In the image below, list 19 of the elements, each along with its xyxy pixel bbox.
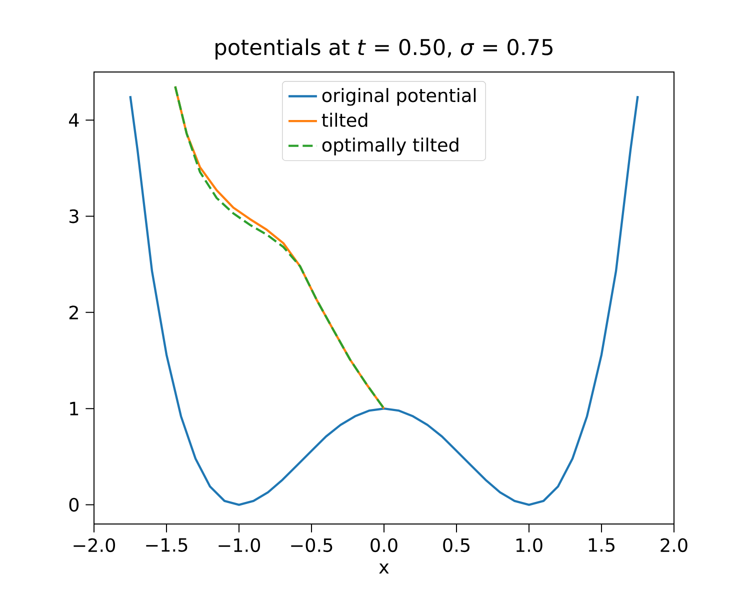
x-tick-label: 1.5 — [588, 538, 614, 552]
y-tick-label: 1 — [70, 402, 78, 416]
legend-label: optimally tilted — [322, 138, 458, 156]
y-tick-label: 4 — [69, 113, 79, 127]
x-tick-label: −1.0 — [218, 538, 260, 552]
legend-label: tilted — [322, 112, 368, 128]
x-axis-title: x — [379, 564, 389, 574]
x-tick-label: −2.0 — [74, 538, 116, 552]
y-tick-label: 0 — [69, 498, 79, 512]
x-tick-label: 1.0 — [516, 538, 542, 552]
y-tick-label: 2 — [69, 306, 78, 320]
chart-title: potentials at t = 0.50, σ = 0.75 — [216, 38, 552, 60]
x-tick-label: 0.5 — [443, 538, 470, 552]
x-tick-label: −0.5 — [291, 538, 332, 552]
y-tick-label: 3 — [70, 209, 78, 224]
x-tick-label: −1.5 — [146, 538, 188, 552]
legend-label: original potential — [322, 88, 476, 106]
x-tick-label: 2.0 — [660, 538, 688, 552]
x-tick-label: 0.0 — [370, 538, 398, 552]
